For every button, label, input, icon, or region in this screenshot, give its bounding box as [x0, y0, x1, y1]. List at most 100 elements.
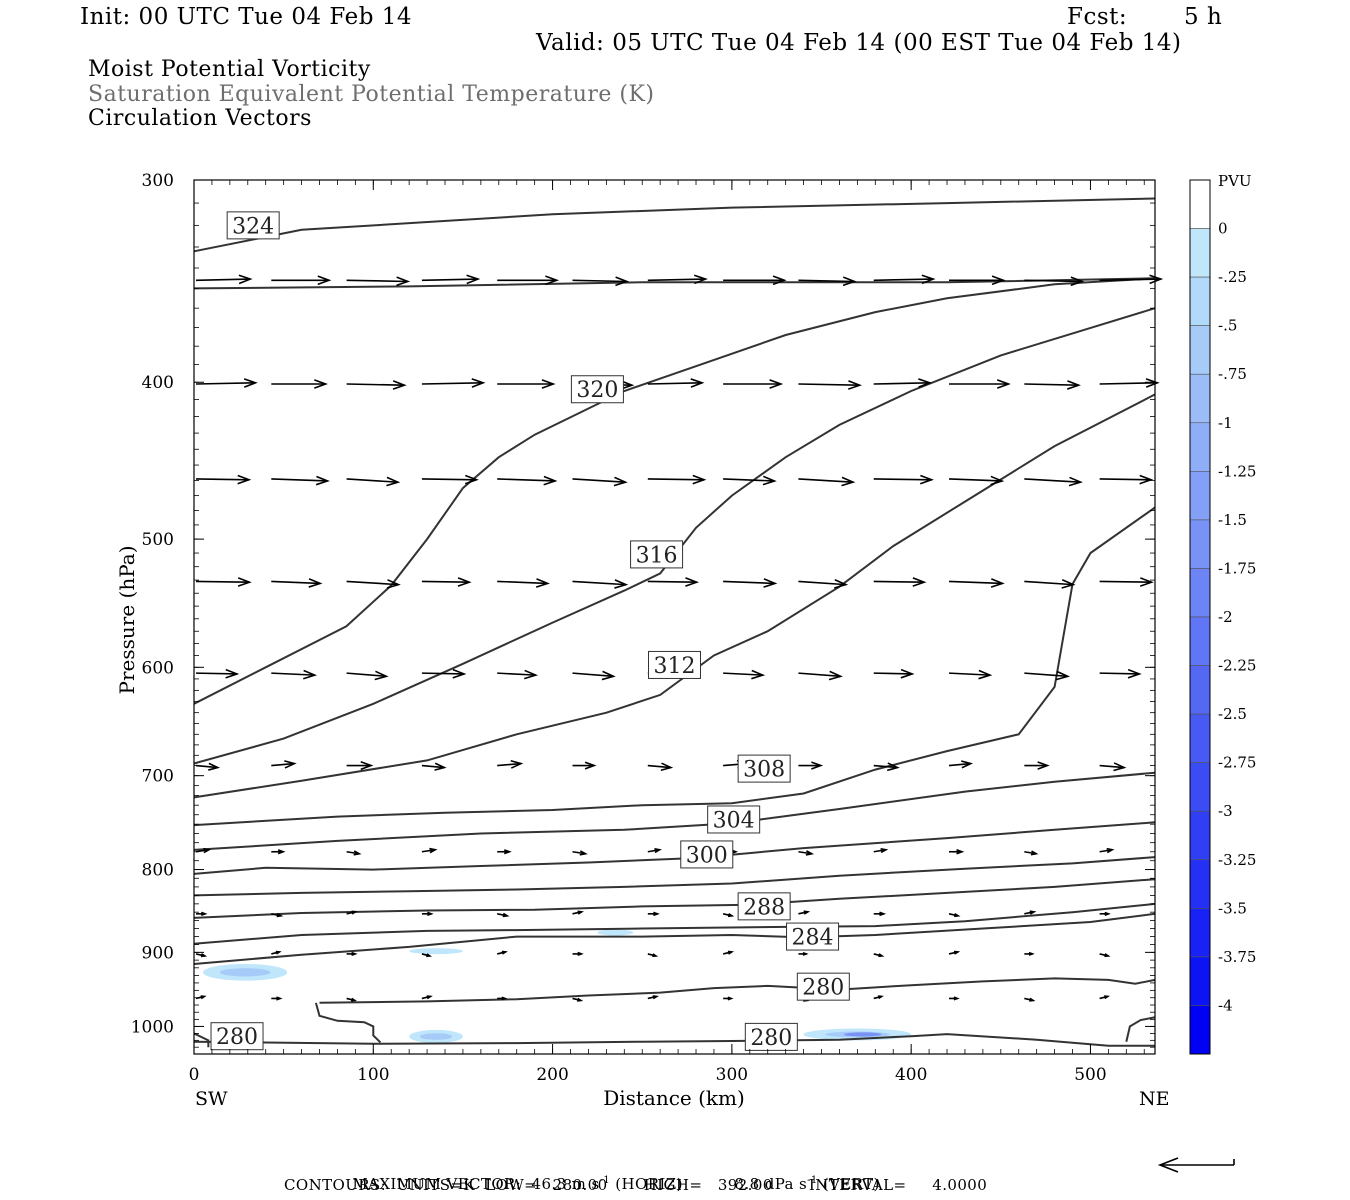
vector-head: [1068, 476, 1083, 487]
vector-head: [692, 474, 707, 485]
colorbar-swatch-17: [1189, 1005, 1211, 1055]
vector-head: [1066, 380, 1081, 390]
colorbar-swatch-10: [1189, 665, 1211, 715]
vector-head: [615, 276, 630, 287]
vector-head: [900, 668, 915, 679]
vector-shaft: [873, 278, 934, 282]
contour-label-6: 300: [686, 843, 728, 868]
title-circulation: Circulation Vectors: [88, 106, 312, 131]
vector-head: [990, 475, 1005, 486]
contour-loop-2: [1125, 1016, 1156, 1042]
vector-shaft: [1099, 672, 1140, 675]
vector-head: [961, 760, 974, 769]
vector-head: [577, 951, 584, 957]
vector-shaft: [421, 764, 445, 769]
vector-head: [953, 996, 960, 1001]
contour-label-box-1: [570, 375, 624, 404]
vector-shaft: [948, 762, 971, 767]
vector-shaft: [572, 672, 614, 678]
colorbar-swatch-3: [1189, 325, 1211, 375]
vector-head: [1139, 577, 1154, 587]
vector-head: [978, 669, 993, 680]
vector-head: [427, 911, 434, 917]
vector-shaft: [497, 580, 548, 585]
vector-head: [762, 475, 777, 486]
vector-head: [501, 950, 508, 955]
vector-head: [452, 668, 467, 679]
vector-shaft: [873, 764, 898, 769]
colorbar-level-label: -.5: [1218, 317, 1237, 335]
vector-shaft: [1024, 383, 1079, 387]
vector-shaft: [572, 580, 626, 586]
vector-head: [685, 577, 700, 587]
vector-shaft: [195, 672, 237, 675]
y-tick-label: 700: [142, 767, 174, 787]
vector-shaft: [1024, 580, 1074, 586]
contour-label-11: 280: [750, 1026, 792, 1051]
vector-head: [523, 669, 539, 680]
vector-head: [317, 275, 332, 286]
contour-line-9: [193, 878, 1156, 919]
vector-head: [386, 476, 401, 487]
ne-label: NE: [1139, 1088, 1170, 1110]
contour-label-box-5: [707, 805, 761, 834]
vector-head: [811, 761, 824, 770]
contour-label-2: 316: [636, 543, 678, 568]
contour-line-6: [193, 771, 1156, 851]
vector-head: [877, 995, 884, 1000]
vector-head: [284, 760, 297, 769]
title-theta-es: Saturation Equivalent Potential Temperat…: [88, 82, 655, 107]
vector-shaft: [798, 580, 846, 586]
colorbar-level-label: -1.75: [1218, 559, 1256, 577]
vector-shaft: [195, 764, 218, 769]
colorbar-level-label: -2: [1218, 608, 1233, 626]
vector-head: [201, 911, 208, 916]
vector-shaft: [647, 478, 705, 481]
vector-head: [396, 276, 411, 287]
colorbar-level-label: -3.25: [1218, 851, 1256, 869]
contour-line-4: [193, 393, 1156, 799]
vector-shaft: [346, 478, 398, 483]
axis-ticks-layer: 0 100 200 300 400 500 300 400 500 600 700 800 900 100…: [131, 171, 1155, 1085]
contour-line-10: [193, 902, 1156, 945]
colorbar-swatch-7: [1189, 519, 1211, 569]
vector-head: [308, 578, 323, 588]
vector-head: [654, 847, 662, 854]
vector-head: [543, 475, 558, 486]
contour-label-9: 280: [802, 976, 844, 1001]
vector-shaft: [1024, 279, 1083, 283]
circulation-vectors-layer: [195, 274, 1164, 1002]
vector-head: [1145, 378, 1160, 388]
y-tick-label: 500: [142, 530, 174, 550]
vector-head: [225, 668, 240, 679]
colorbar-level-label: -3.5: [1218, 899, 1247, 917]
colorbar-level-label: -1: [1218, 414, 1233, 432]
vector-head: [392, 380, 407, 390]
colorbar-swatch-6: [1189, 471, 1211, 521]
vector-head: [842, 276, 857, 287]
vector-shaft: [647, 382, 703, 385]
vector-shaft: [723, 672, 763, 676]
contour-label-0: 324: [232, 214, 274, 239]
x-tick-label: 0: [189, 1065, 200, 1085]
vector-head: [238, 274, 253, 285]
vector-shaft: [798, 672, 841, 678]
colorbar-level-label: -1.5: [1218, 511, 1247, 529]
vector-head: [727, 996, 734, 1001]
vector-shaft: [873, 580, 925, 584]
vector-head: [953, 912, 961, 918]
vector-head: [652, 953, 659, 958]
y-axis-label: Pressure (hPa): [115, 546, 139, 695]
vector-head: [879, 911, 887, 917]
vector-shaft: [195, 382, 256, 385]
contour-line-8: [193, 856, 1156, 897]
vector-shaft: [1099, 764, 1125, 769]
vector-head: [1104, 995, 1111, 1000]
colorbar-swatch-5: [1189, 422, 1211, 472]
sw-label: SW: [195, 1088, 228, 1110]
title-moist-pv: Moist Potential Vorticity: [88, 57, 371, 82]
vector-head: [921, 274, 936, 285]
vector-head: [1037, 761, 1050, 770]
contour-label-box-2: [630, 540, 684, 569]
max-vector-text: MAXIMUM VECTOR: 46.3 m s: [352, 1175, 600, 1193]
